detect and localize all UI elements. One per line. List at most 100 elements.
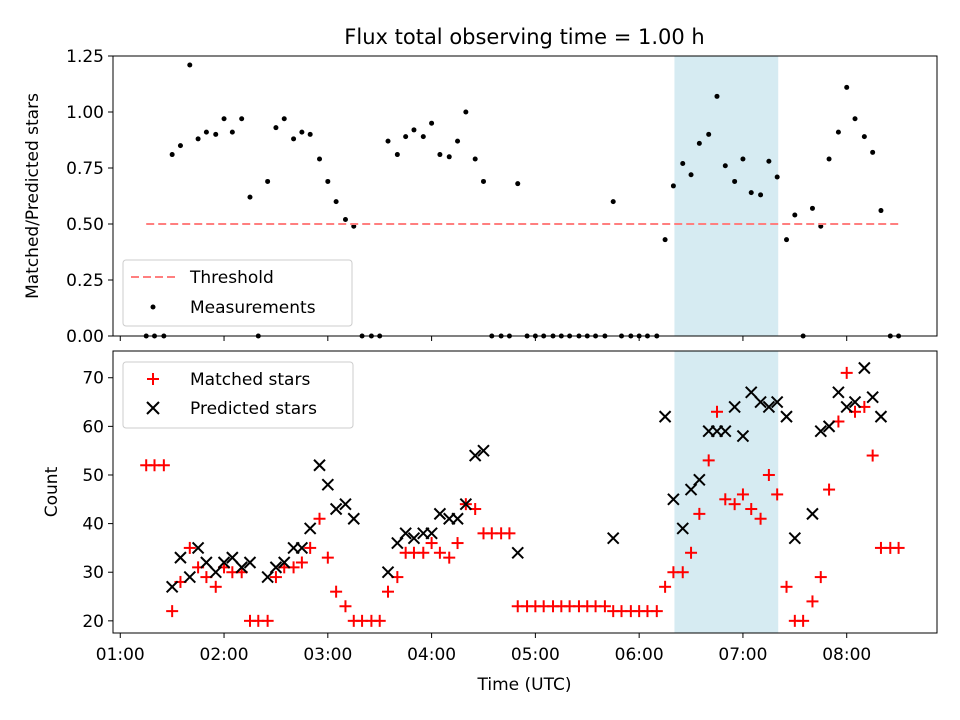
predicted-star-point bbox=[191, 541, 205, 555]
ratio-y-tick-label: 1.00 bbox=[66, 103, 104, 123]
count-y-axis-label: Count bbox=[42, 466, 62, 517]
predicted-star-point bbox=[754, 395, 767, 409]
measurement-point bbox=[239, 116, 245, 122]
matched-star-point bbox=[797, 614, 810, 627]
measurement-point bbox=[299, 129, 305, 135]
measurement-point bbox=[203, 129, 209, 135]
measurement-point bbox=[740, 156, 746, 162]
predicted-star-point bbox=[780, 410, 793, 423]
count-y-tick-label: 60 bbox=[82, 417, 104, 437]
measurement-point bbox=[325, 178, 331, 184]
predicted-star-point bbox=[200, 556, 213, 569]
predicted-star-point bbox=[313, 459, 326, 472]
measurement-point bbox=[195, 136, 201, 142]
matched-star-point bbox=[780, 580, 793, 593]
count-axes-frame bbox=[112, 350, 938, 634]
measurement-point bbox=[420, 134, 426, 140]
count-y-ticks: 20 30 40 50 60 70 bbox=[82, 369, 113, 632]
predicted-star-point bbox=[278, 556, 291, 569]
matched-star-point bbox=[598, 600, 611, 613]
matched-star-point bbox=[892, 541, 905, 554]
ratio-y-tick-label: 0.75 bbox=[66, 159, 104, 179]
matched-star-point bbox=[806, 595, 819, 608]
measurement-point bbox=[696, 140, 702, 146]
predicted-star-point bbox=[329, 502, 343, 516]
predicted-star-point bbox=[858, 361, 871, 375]
predicted-star-point bbox=[243, 556, 257, 569]
predicted-star-point bbox=[303, 522, 317, 535]
measurement-point bbox=[247, 194, 253, 200]
matched-star-point bbox=[330, 585, 343, 598]
measurement-point bbox=[437, 152, 443, 158]
measurement-point bbox=[826, 156, 832, 162]
measurement-point bbox=[342, 217, 348, 223]
predicted-star-point bbox=[174, 551, 187, 564]
measurement-point bbox=[229, 129, 235, 135]
ratio-y-axis-label: Matched/Predicted stars bbox=[23, 93, 43, 299]
measurement-point bbox=[714, 93, 720, 99]
measurement-point bbox=[680, 161, 686, 167]
matched-star-point bbox=[771, 488, 784, 501]
measurement-point bbox=[835, 129, 841, 135]
matched-star-point bbox=[443, 551, 456, 564]
predicted-star-point bbox=[788, 531, 802, 545]
predicted-star-point bbox=[433, 507, 447, 521]
measurement-point bbox=[177, 143, 183, 149]
predicted-star-point bbox=[658, 410, 672, 423]
matched-star-point bbox=[719, 493, 732, 506]
predicted-star-point bbox=[391, 536, 404, 550]
matched-star-point bbox=[304, 541, 317, 554]
predicted-star-point bbox=[770, 395, 784, 409]
predicted-star-point bbox=[736, 429, 750, 443]
measurement-point bbox=[446, 154, 452, 160]
predicted-star-point bbox=[822, 420, 836, 433]
predicted-star-point bbox=[165, 580, 179, 594]
predicted-star-point bbox=[459, 497, 473, 511]
predicted-star-point bbox=[451, 512, 464, 525]
measurement-point bbox=[870, 149, 876, 155]
ratio-y-tick-label: 0.50 bbox=[66, 215, 104, 235]
predicted-star-point bbox=[676, 522, 689, 535]
x-tick-label: 02:00 bbox=[200, 645, 249, 665]
matched-star-point bbox=[295, 556, 308, 569]
legend-measurements-label: Measurements bbox=[190, 298, 316, 318]
measurement-point bbox=[861, 134, 867, 140]
matched-star-point bbox=[685, 546, 698, 559]
measurement-point bbox=[758, 192, 764, 198]
matched-star-point bbox=[382, 585, 395, 598]
matched-star-point bbox=[425, 537, 438, 550]
measurement-point bbox=[706, 131, 712, 137]
matched-star-point bbox=[728, 498, 741, 511]
predicted-star-point bbox=[866, 390, 879, 404]
predicted-star-point bbox=[226, 551, 239, 564]
measurement-point bbox=[333, 199, 339, 205]
matched-star-point bbox=[321, 551, 334, 564]
predicted-star-point bbox=[832, 386, 845, 399]
measurement-point bbox=[809, 205, 815, 211]
x-tick-label: 08:00 bbox=[822, 645, 871, 665]
measurement-point bbox=[732, 178, 738, 184]
x-tick-label: 05:00 bbox=[511, 645, 560, 665]
matched-star-point bbox=[451, 537, 464, 550]
count-panel: 20 30 40 50 60 70 01:00 02:00 03:00 04:00 05:00 06… bbox=[42, 350, 938, 695]
predicted-star-point bbox=[381, 566, 395, 579]
predicted-star-point bbox=[468, 449, 482, 462]
matched-star-point bbox=[736, 488, 749, 501]
ratio-legend-box bbox=[122, 259, 353, 327]
measurement-point bbox=[213, 131, 219, 137]
ratio-y-tick-label: 1.25 bbox=[66, 47, 104, 67]
matched-star-point bbox=[269, 571, 282, 584]
measurement-point bbox=[662, 237, 668, 243]
predicted-star-point bbox=[848, 395, 862, 409]
predicted-star-point bbox=[693, 473, 706, 487]
ratio-panel: 0.00 0.25 0.50 0.75 1.00 1.25 Matched/Predict… bbox=[23, 47, 938, 347]
measurement-point bbox=[221, 116, 227, 122]
predicted-star-point bbox=[339, 497, 352, 511]
measurement-point bbox=[610, 199, 616, 205]
measurement-point bbox=[688, 172, 694, 178]
count-shaded-span bbox=[674, 351, 779, 633]
predicted-star-point bbox=[607, 531, 620, 545]
count-y-tick-label: 20 bbox=[82, 612, 104, 632]
ratio-axes-frame bbox=[112, 55, 938, 337]
measurement-point bbox=[307, 131, 313, 137]
